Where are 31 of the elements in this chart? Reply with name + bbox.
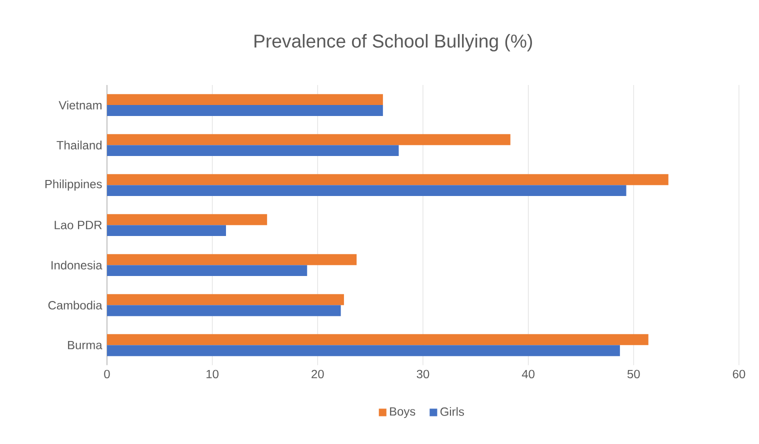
bar	[106, 345, 620, 356]
y-tick-label: Philippines	[45, 179, 102, 191]
x-tick-label: 50	[627, 370, 640, 378]
x-tick-label: 60	[732, 370, 746, 378]
chart-title: Prevalence of School Bullying (%)	[254, 34, 532, 52]
bar	[106, 294, 344, 306]
x-tick-label: 30	[416, 370, 430, 378]
y-tick-label: Vietnam	[58, 100, 102, 110]
bar	[106, 134, 510, 146]
bar	[106, 305, 341, 316]
y-tick-label: Cambodia	[48, 300, 102, 310]
bar	[106, 104, 383, 116]
y-tick-label: Burma	[68, 340, 102, 350]
legend-label: Girls	[440, 407, 464, 416]
y-tick-label: Indonesia	[52, 260, 102, 270]
y-tick-label: Lao PDR	[54, 220, 102, 230]
bar	[106, 225, 226, 236]
y-tick-label: Thailand	[56, 140, 102, 150]
bar	[106, 265, 308, 276]
bar	[106, 214, 268, 226]
bar	[106, 254, 357, 266]
bar	[106, 94, 383, 105]
x-tick-label: 0	[104, 370, 110, 378]
bar	[106, 145, 399, 156]
legend-label: Boys	[390, 407, 416, 418]
bar	[106, 174, 668, 186]
bar	[106, 334, 648, 346]
x-tick-label: 20	[312, 370, 324, 378]
x-tick-label: 40	[522, 370, 534, 378]
x-tick-label: 10	[206, 370, 218, 378]
bar	[106, 185, 626, 196]
